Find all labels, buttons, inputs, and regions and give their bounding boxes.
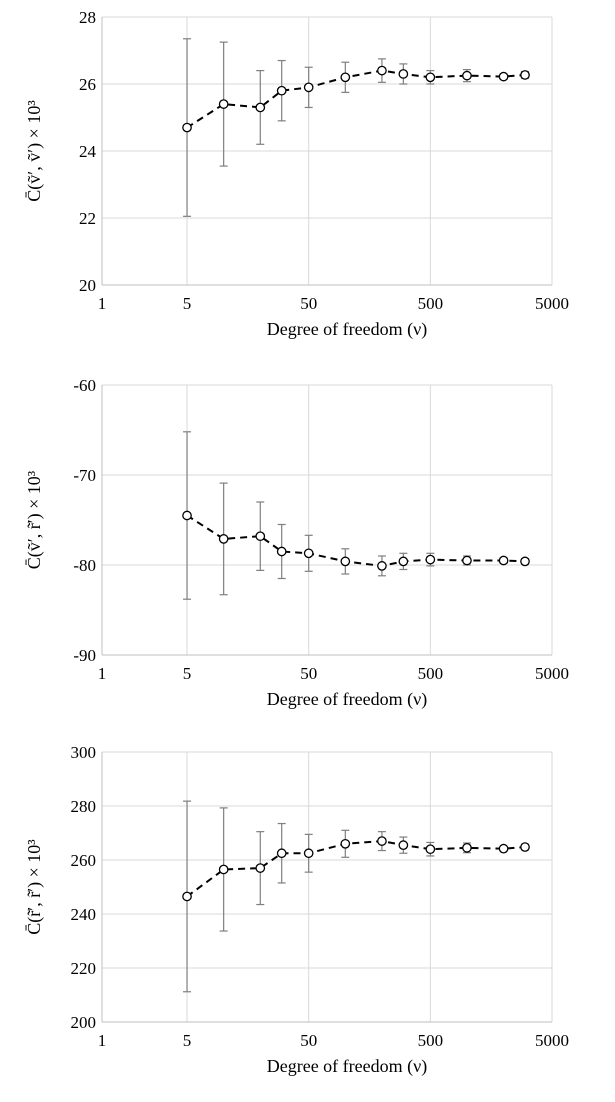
- chart-panel-2: -90 -80 -70 -60 1 5 50 500 5000 Degree of freedom…: [24, 376, 569, 710]
- y-tick-label: 28: [79, 8, 96, 27]
- x-tick-label: 500: [418, 1031, 444, 1050]
- chart-panel-3: 200 220 240 260 280 300 1 5 50 500 5000 Degree of f…: [24, 743, 569, 1077]
- series-line: [186, 840, 526, 898]
- y-tick-label: -80: [73, 556, 96, 575]
- data-point: [398, 840, 409, 851]
- data-point: [520, 842, 530, 852]
- data-point: [303, 82, 314, 93]
- x-tick-label: 1: [98, 294, 107, 313]
- series-line: [186, 69, 526, 129]
- x-axis-title: Degree of freedom (ν): [267, 319, 428, 340]
- data-point: [182, 122, 192, 133]
- y-tick-label: -60: [73, 376, 96, 395]
- data-point: [520, 70, 530, 80]
- y-tick-label: 200: [71, 1013, 97, 1032]
- data-point: [462, 842, 472, 853]
- data-point: [182, 510, 192, 521]
- data-point: [340, 72, 351, 83]
- data-point: [462, 70, 472, 81]
- x-tick-label: 1: [98, 664, 107, 683]
- data-point: [498, 843, 509, 854]
- y-tick-label: -70: [73, 466, 96, 485]
- data-point: [218, 864, 229, 875]
- data-point: [340, 556, 351, 567]
- data-point: [182, 891, 192, 902]
- y-tick-label: 20: [79, 276, 96, 295]
- y-tick-label: 280: [71, 797, 97, 816]
- x-tick-label: 50: [300, 664, 317, 683]
- data-point: [398, 556, 409, 567]
- data-point: [498, 71, 509, 82]
- x-tick-label: 5000: [535, 294, 569, 313]
- data-point: [340, 838, 351, 849]
- y-tick-label: 300: [71, 743, 97, 762]
- x-tick-label: 5: [183, 664, 192, 683]
- data-point: [276, 848, 287, 859]
- data-point: [462, 555, 472, 566]
- y-tick-label: 260: [71, 851, 97, 870]
- x-tick-label: 1: [98, 1031, 107, 1050]
- data-point: [255, 531, 266, 542]
- x-axis-title: Degree of freedom (ν): [267, 689, 428, 710]
- data-point: [377, 561, 387, 571]
- data-point: [425, 554, 436, 565]
- data-point: [218, 99, 229, 109]
- y-tick-label: 240: [71, 905, 97, 924]
- x-tick-label: 50: [300, 1031, 317, 1050]
- data-point: [520, 556, 530, 567]
- x-tick-label: 5000: [535, 1031, 569, 1050]
- y-tick-label: 220: [71, 959, 97, 978]
- y-axis-title: C̄(ṽ′, ṽ′) × 10³: [24, 100, 45, 202]
- data-point: [255, 102, 266, 113]
- data-point: [425, 72, 436, 83]
- x-tick-label: 5000: [535, 664, 569, 683]
- y-tick-label: -90: [73, 646, 96, 665]
- x-tick-label: 5: [183, 1031, 192, 1050]
- series-line: [186, 514, 526, 567]
- y-tick-label: 26: [79, 75, 96, 94]
- data-point: [303, 548, 314, 559]
- y-axis-title: C̄(r̃′, r̃′) × 10³: [24, 839, 45, 935]
- x-tick-label: 500: [418, 664, 444, 683]
- chart-panel-1: 20 22 24 26 28 1 5 50 500 5000 Degree of freedom (…: [24, 8, 569, 340]
- y-tick-label: 24: [79, 142, 97, 161]
- y-axis-title: C̄(ṽ′, r̃′) × 10³: [24, 470, 45, 569]
- data-point: [498, 555, 509, 566]
- x-tick-label: 5: [183, 294, 192, 313]
- x-tick-label: 500: [418, 294, 444, 313]
- y-tick-label: 22: [79, 209, 96, 228]
- data-point: [377, 836, 387, 846]
- data-point: [276, 546, 287, 557]
- data-point: [255, 863, 266, 873]
- data-point: [218, 534, 229, 544]
- data-point: [425, 844, 436, 855]
- data-point: [276, 85, 287, 96]
- data-point: [303, 848, 314, 859]
- x-tick-label: 50: [300, 294, 317, 313]
- data-point: [398, 69, 409, 79]
- data-point: [377, 65, 387, 76]
- x-axis-title: Degree of freedom (ν): [267, 1056, 428, 1077]
